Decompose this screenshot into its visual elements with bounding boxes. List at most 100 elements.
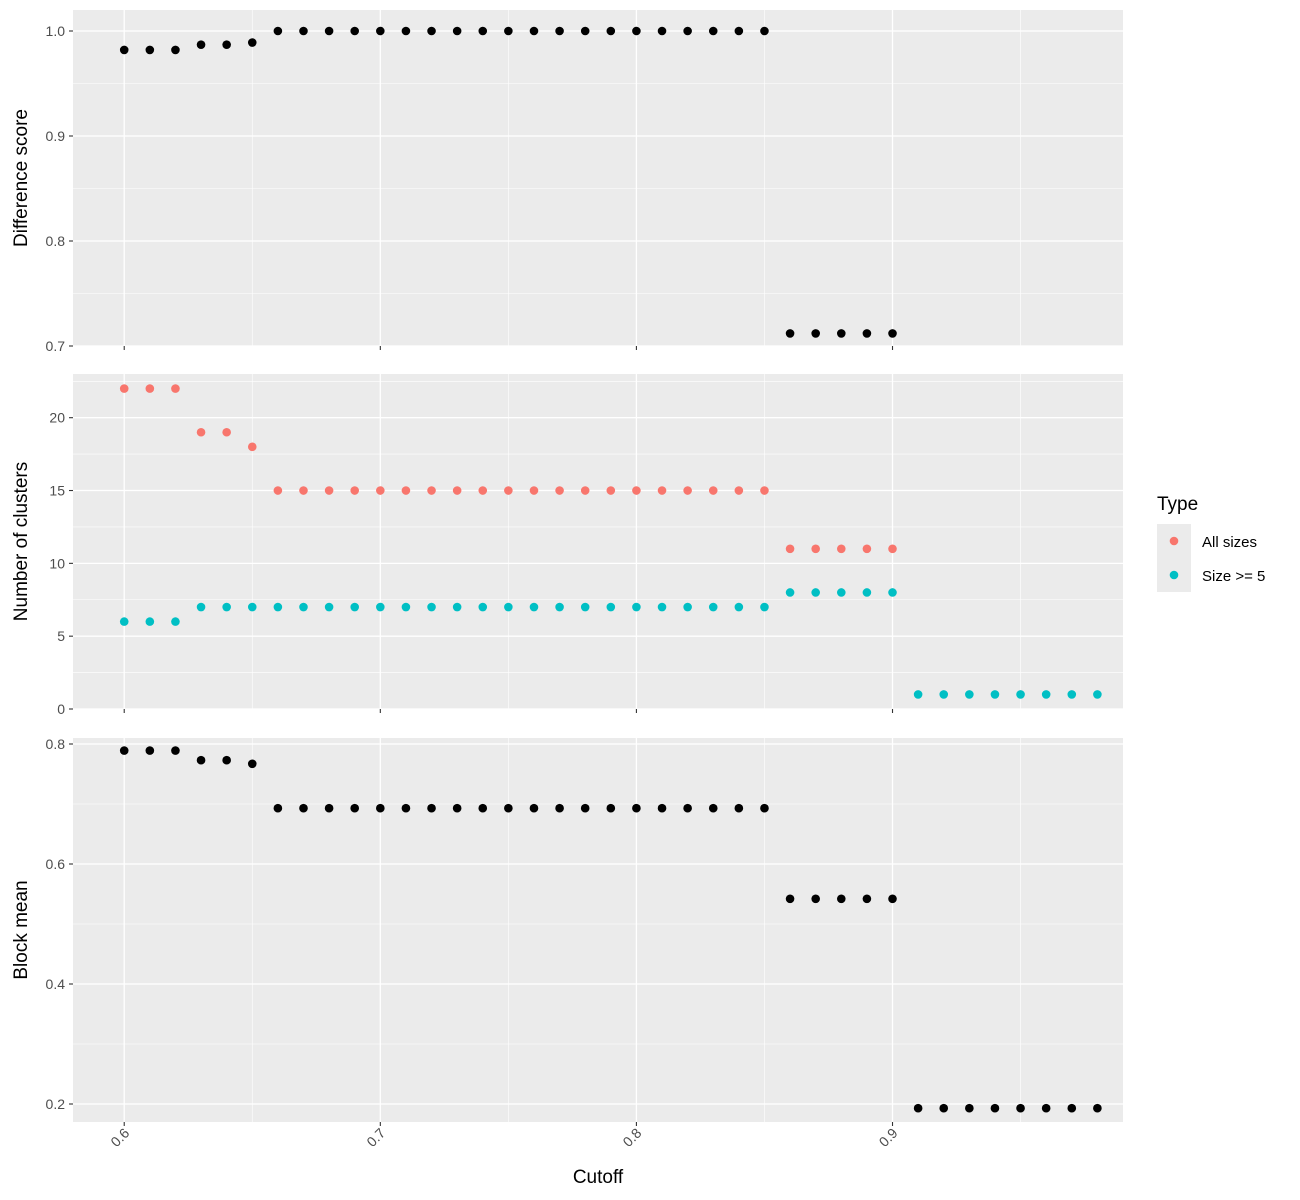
panel-background [73, 374, 1123, 709]
data-point [350, 803, 360, 813]
y-axis-title: Block mean [11, 880, 32, 979]
legend-label-size-5: Size >= 5 [1202, 568, 1265, 585]
data-point [785, 329, 795, 338]
data-point [145, 45, 155, 55]
data-point [452, 602, 462, 612]
x-axis-title: Cutoff [573, 1167, 624, 1188]
data-point [247, 38, 257, 47]
data-point [862, 544, 872, 554]
data-point [427, 26, 436, 36]
panel-3: 0.2 0.4 0.6 0.8 Block mean [11, 736, 1123, 1126]
y-tick-label: 0.2 [46, 1096, 66, 1112]
data-point [580, 486, 590, 495]
data-point [836, 329, 846, 338]
data-point [760, 486, 769, 495]
data-point [401, 803, 411, 813]
data-point [1016, 690, 1025, 699]
data-point [785, 588, 795, 597]
data-point [478, 602, 488, 612]
data-point [606, 486, 616, 495]
data-point [504, 602, 513, 612]
x-axis: 0.6 0.7 0.8 0.9 [107, 1125, 901, 1150]
data-point [913, 690, 923, 699]
data-point [939, 1103, 949, 1113]
data-point [580, 602, 590, 612]
data-point [324, 602, 334, 612]
data-point [708, 26, 718, 36]
data-point [350, 486, 360, 495]
data-point [888, 544, 897, 554]
data-point [427, 602, 436, 612]
data-point [1067, 1103, 1077, 1113]
data-point [529, 602, 539, 612]
data-point [504, 486, 513, 495]
data-point [657, 803, 667, 813]
data-point [145, 617, 155, 626]
data-point [555, 803, 564, 813]
data-point [299, 26, 308, 36]
data-point [990, 1103, 1000, 1113]
data-point [273, 602, 283, 612]
data-point [683, 602, 692, 612]
data-point [324, 486, 334, 495]
data-point [913, 1103, 923, 1113]
data-point [529, 26, 539, 36]
data-point [299, 602, 308, 612]
data-point [888, 588, 897, 597]
data-point [222, 755, 231, 765]
data-point [811, 544, 820, 554]
data-point [427, 486, 436, 495]
data-point [657, 602, 667, 612]
data-point [990, 690, 1000, 699]
legend-label-all-sizes: All sizes [1202, 534, 1257, 551]
data-point [401, 486, 411, 495]
data-point [1016, 1103, 1025, 1113]
x-tick-label: 0.7 [363, 1125, 388, 1150]
data-point [1093, 1103, 1102, 1113]
data-point [734, 602, 744, 612]
y-tick-label: 0.6 [46, 856, 66, 872]
data-point [299, 803, 308, 813]
data-point [478, 486, 488, 495]
data-point [632, 803, 641, 813]
y-tick-label: 0.9 [46, 128, 66, 144]
y-tick-label: 1.0 [46, 23, 66, 39]
y-tick-label: 0 [57, 701, 65, 717]
data-point [836, 588, 846, 597]
y-tick-label: 0.8 [46, 736, 66, 752]
data-point [939, 690, 949, 699]
data-point [324, 803, 334, 813]
data-point [708, 486, 718, 495]
data-point [555, 602, 564, 612]
data-point [222, 602, 231, 612]
data-point [734, 26, 744, 36]
data-point [247, 602, 257, 612]
data-point [119, 45, 129, 55]
data-point [580, 803, 590, 813]
y-axis-title: Number of clusters [11, 462, 32, 621]
panel-1: 0.7 0.8 0.9 1.0 Difference score [11, 10, 1123, 354]
data-point [657, 486, 667, 495]
y-tick-label: 0.4 [46, 976, 66, 992]
data-point [427, 803, 436, 813]
data-point [478, 26, 488, 36]
data-point [529, 486, 539, 495]
data-point [401, 602, 411, 612]
data-point [247, 759, 257, 769]
data-point [888, 329, 897, 338]
data-point [145, 746, 155, 755]
data-point [580, 26, 590, 36]
data-point [119, 746, 129, 755]
data-point [119, 384, 129, 393]
data-point [836, 544, 846, 554]
data-point [452, 486, 462, 495]
data-point [452, 26, 462, 36]
data-point [273, 26, 283, 36]
data-point [247, 442, 257, 452]
data-point [862, 894, 872, 904]
panel-background [73, 738, 1123, 1122]
data-point [196, 40, 206, 49]
legend-key-all-sizes [1169, 536, 1179, 546]
data-point [606, 26, 616, 36]
